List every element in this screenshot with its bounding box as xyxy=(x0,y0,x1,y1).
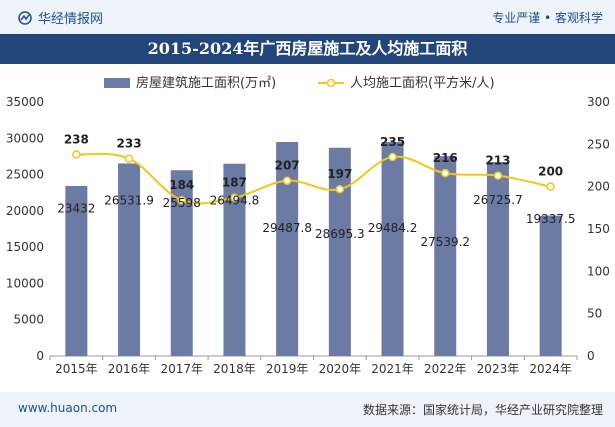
line-value-label: 197 xyxy=(327,167,352,181)
x-tick-label: 2022年 xyxy=(424,362,467,376)
bar-value-label: 28695.3 xyxy=(315,227,365,241)
y-right-tick-label: 50 xyxy=(587,307,602,321)
data-source: 数据来源：国家统计局，华经产业研究院整理 xyxy=(362,403,603,417)
bar-value-label: 26725.7 xyxy=(473,193,523,207)
axes: 0 5000 10000 15000 20000 25000 30000 35000 0 50 10… xyxy=(6,95,610,376)
x-tick-label: 2015年 xyxy=(55,362,98,376)
line-point xyxy=(388,152,397,162)
bar-value-label: 25598 xyxy=(163,196,201,210)
y-right-tick-label: 100 xyxy=(587,264,610,278)
line-value-label: 213 xyxy=(485,154,510,168)
y-left-tick-label: 35000 xyxy=(6,95,44,109)
line-path xyxy=(76,152,551,205)
y-left-tick-label: 10000 xyxy=(6,276,44,290)
bar-value-label: 26531.9 xyxy=(104,194,154,208)
data-labels: 238 233 184 187 207 197 235 216 213 200 23432 26531… xyxy=(57,132,575,249)
x-tick-label: 2019年 xyxy=(266,362,309,376)
x-tick-label: 2018年 xyxy=(213,362,256,376)
bar-value-label: 26494.8 xyxy=(210,194,260,208)
x-tick-label: 2016年 xyxy=(108,362,151,376)
brand: 华经情报网 xyxy=(18,8,103,27)
bar-value-label: 23432 xyxy=(57,201,95,215)
brand-logo-icon xyxy=(18,10,32,25)
bar-value-label: 19337.5 xyxy=(526,212,576,226)
bar-value-label: 27539.2 xyxy=(420,235,470,249)
chart-title: 2015-2024年广西房屋施工及人均施工面积 xyxy=(147,39,468,58)
brand-name: 华经情报网 xyxy=(38,12,104,27)
bar-value-label: 29487.8 xyxy=(262,221,312,235)
legend-bar-label: 房屋建筑施工面积(万㎡) xyxy=(136,75,276,91)
y-left-tick-label: 5000 xyxy=(13,313,44,327)
line-value-label: 233 xyxy=(117,137,142,151)
y-left-tick-label: 30000 xyxy=(6,131,44,145)
bar-series xyxy=(65,142,562,356)
y-left-tick-label: 15000 xyxy=(6,240,44,254)
line-point xyxy=(230,193,239,202)
bar xyxy=(276,142,299,356)
line-point xyxy=(124,154,134,163)
x-tick-label: 2021年 xyxy=(371,362,414,376)
bar xyxy=(328,147,351,356)
bar xyxy=(539,215,562,356)
line-point xyxy=(177,195,186,205)
y-right-tick-label: 200 xyxy=(587,180,610,194)
line-value-label: 238 xyxy=(64,132,89,146)
bar xyxy=(434,156,457,356)
bar xyxy=(223,163,246,356)
legend-line-marker xyxy=(326,78,336,88)
line-value-label: 235 xyxy=(380,135,405,149)
footer-band: www.huaon.com 数据来源：国家统计局，华经产业研究院整理 xyxy=(0,392,615,427)
bar xyxy=(381,142,404,356)
bar xyxy=(170,170,193,356)
y-right-tick-label: 150 xyxy=(587,222,610,236)
bar xyxy=(486,162,509,356)
tagline: 专业严谨 • 客观科学 xyxy=(492,11,603,25)
y-right-tick-label: 0 xyxy=(587,349,595,363)
y-left-tick-label: 0 xyxy=(36,349,44,363)
line-series xyxy=(72,150,555,205)
line-value-label: 216 xyxy=(433,151,458,165)
line-point xyxy=(546,182,555,191)
legend: 房屋建筑施工面积(万㎡) 人均施工面积(平方米/人) xyxy=(104,75,495,91)
x-tick-label: 2023年 xyxy=(477,362,520,376)
bar xyxy=(118,163,141,356)
bar-value-label: 29484.2 xyxy=(368,221,418,235)
line-point xyxy=(441,168,450,178)
line-value-label: 184 xyxy=(169,178,194,192)
y-left-tick-label: 20000 xyxy=(6,204,44,218)
y-left-tick-label: 25000 xyxy=(6,168,44,182)
bar xyxy=(65,185,88,356)
x-tick-label: 2020年 xyxy=(319,362,362,376)
legend-bar-swatch xyxy=(104,78,130,88)
y-right-tick-label: 250 xyxy=(587,137,610,151)
line-point xyxy=(493,171,503,180)
x-tick-label: 2024年 xyxy=(529,362,572,376)
x-tick-label: 2017年 xyxy=(160,362,203,376)
footer-url[interactable]: www.huaon.com xyxy=(18,401,118,415)
y-right-tick-label: 300 xyxy=(587,95,610,109)
line-value-label: 207 xyxy=(275,159,300,173)
chart: 房屋建筑施工面积(万㎡) 人均施工面积(平方米/人) 05000100001500… xyxy=(6,75,610,376)
title-band xyxy=(0,34,615,64)
line-value-label: 200 xyxy=(538,165,563,179)
line-point xyxy=(282,176,292,185)
line-point xyxy=(72,150,81,159)
line-value-label: 187 xyxy=(222,176,247,190)
line-point xyxy=(335,184,345,194)
header-band xyxy=(0,0,615,34)
legend-line-label: 人均施工面积(平方米/人) xyxy=(350,75,495,91)
